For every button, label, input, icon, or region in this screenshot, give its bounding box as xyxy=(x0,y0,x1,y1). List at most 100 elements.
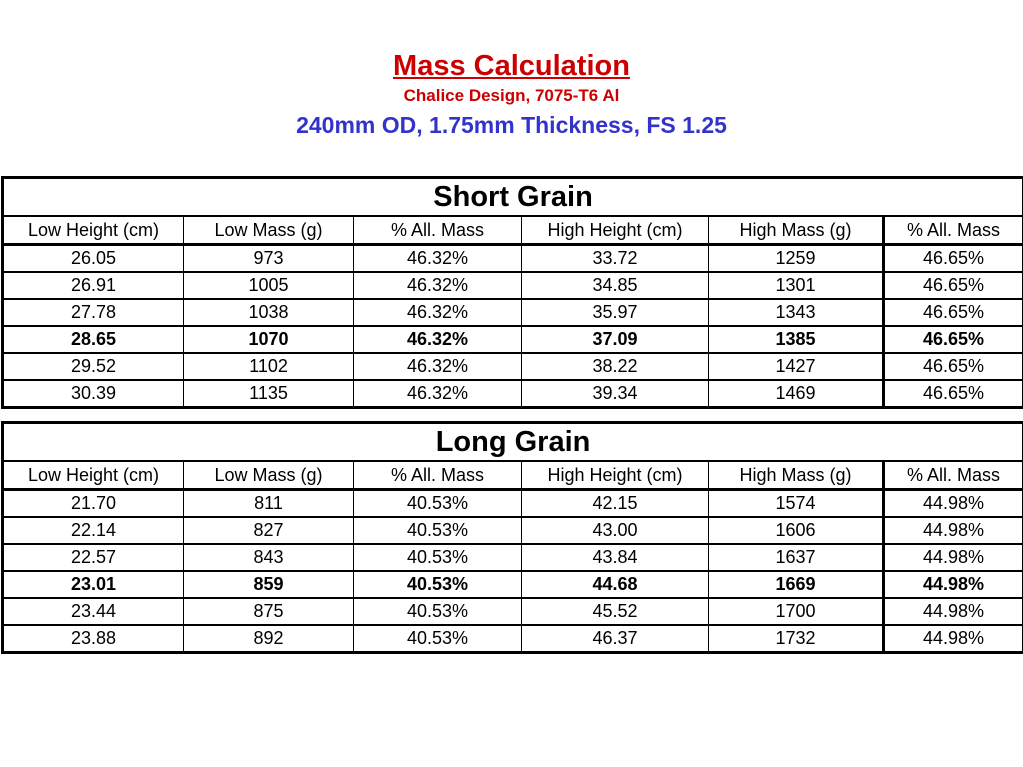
cell-low-height: 28.65 xyxy=(2,326,184,354)
cell-low-height: 26.91 xyxy=(2,272,184,300)
cell-high-mass: 1732 xyxy=(708,625,885,653)
table-row: 26.91 1005 46.32% 34.85 1301 46.65% xyxy=(2,272,1023,300)
cell-high-pct: 46.65% xyxy=(883,326,1023,354)
cell-high-height: 38.22 xyxy=(521,353,709,381)
cell-low-pct: 40.53% xyxy=(353,544,522,572)
cell-low-pct: 46.32% xyxy=(353,299,522,327)
cell-high-pct: 44.98% xyxy=(883,517,1023,545)
table-row: 27.78 1038 46.32% 35.97 1343 46.65% xyxy=(2,299,1023,327)
table-row: 23.88 892 40.53% 46.37 1732 44.98% xyxy=(2,625,1023,653)
cell-high-mass: 1301 xyxy=(708,272,885,300)
table-row: 23.44 875 40.53% 45.52 1700 44.98% xyxy=(2,598,1023,626)
cell-high-height: 43.84 xyxy=(521,544,709,572)
cell-low-height: 23.44 xyxy=(2,598,184,626)
table-row-highlighted: 28.65 1070 46.32% 37.09 1385 46.65% xyxy=(2,326,1023,354)
cell-high-pct: 46.65% xyxy=(883,244,1023,273)
col-header-high-mass: High Mass (g) xyxy=(708,461,885,491)
cell-high-pct: 46.65% xyxy=(883,353,1023,381)
cell-low-mass: 973 xyxy=(183,244,354,273)
cell-low-pct: 40.53% xyxy=(353,571,522,599)
cell-high-height: 46.37 xyxy=(521,625,709,653)
cell-low-height: 26.05 xyxy=(2,244,184,273)
cell-low-pct: 46.32% xyxy=(353,272,522,300)
header-row: Low Height (cm) Low Mass (g) % All. Mass… xyxy=(2,461,1023,491)
cell-low-height: 23.01 xyxy=(2,571,184,599)
cell-low-mass: 811 xyxy=(183,489,354,518)
cell-high-height: 35.97 xyxy=(521,299,709,327)
table-row: 30.39 1135 46.32% 39.34 1469 46.65% xyxy=(2,380,1023,408)
cell-high-mass: 1606 xyxy=(708,517,885,545)
col-header-low-height: Low Height (cm) xyxy=(2,216,184,246)
table-row-highlighted: 23.01 859 40.53% 44.68 1669 44.98% xyxy=(2,571,1023,599)
table-row: 26.05 973 46.32% 33.72 1259 46.65% xyxy=(2,244,1023,273)
cell-high-mass: 1469 xyxy=(708,380,885,408)
cell-high-pct: 46.65% xyxy=(883,272,1023,300)
table-row: 22.14 827 40.53% 43.00 1606 44.98% xyxy=(2,517,1023,545)
cell-low-mass: 859 xyxy=(183,571,354,599)
cell-high-height: 34.85 xyxy=(521,272,709,300)
cell-low-pct: 40.53% xyxy=(353,489,522,518)
cell-low-mass: 1135 xyxy=(183,380,354,408)
cell-high-mass: 1343 xyxy=(708,299,885,327)
cell-low-height: 30.39 xyxy=(2,380,184,408)
cell-low-pct: 46.32% xyxy=(353,244,522,273)
short-grain-table: Short Grain Low Height (cm) Low Mass (g)… xyxy=(1,176,1023,409)
cell-low-height: 21.70 xyxy=(2,489,184,518)
col-header-low-mass: Low Mass (g) xyxy=(183,461,354,491)
cell-high-mass: 1574 xyxy=(708,489,885,518)
cell-low-mass: 843 xyxy=(183,544,354,572)
cell-low-height: 23.88 xyxy=(2,625,184,653)
cell-high-mass: 1669 xyxy=(708,571,885,599)
cell-low-height: 22.57 xyxy=(2,544,184,572)
table-title: Short Grain xyxy=(2,177,1023,217)
table-title: Long Grain xyxy=(2,422,1023,462)
cell-low-height: 27.78 xyxy=(2,299,184,327)
cell-low-pct: 46.32% xyxy=(353,353,522,381)
cell-high-height: 44.68 xyxy=(521,571,709,599)
cell-high-pct: 44.98% xyxy=(883,571,1023,599)
cell-low-mass: 875 xyxy=(183,598,354,626)
cell-low-mass: 892 xyxy=(183,625,354,653)
cell-low-pct: 40.53% xyxy=(353,517,522,545)
cell-high-pct: 46.65% xyxy=(883,299,1023,327)
col-header-high-pct: % All. Mass xyxy=(883,216,1023,246)
cell-high-mass: 1385 xyxy=(708,326,885,354)
cell-low-pct: 40.53% xyxy=(353,625,522,653)
cell-low-mass: 1102 xyxy=(183,353,354,381)
col-header-low-pct: % All. Mass xyxy=(353,461,522,491)
cell-low-height: 29.52 xyxy=(2,353,184,381)
cell-low-pct: 46.32% xyxy=(353,326,522,354)
table-row: 21.70 811 40.53% 42.15 1574 44.98% xyxy=(2,489,1023,518)
cell-high-mass: 1427 xyxy=(708,353,885,381)
table-row: 29.52 1102 46.32% 38.22 1427 46.65% xyxy=(2,353,1023,381)
cell-high-height: 37.09 xyxy=(521,326,709,354)
cell-high-height: 39.34 xyxy=(521,380,709,408)
col-header-high-height: High Height (cm) xyxy=(521,461,709,491)
col-header-low-mass: Low Mass (g) xyxy=(183,216,354,246)
design-spec: 240mm OD, 1.75mm Thickness, FS 1.25 xyxy=(296,112,727,138)
cell-low-mass: 1038 xyxy=(183,299,354,327)
col-header-high-height: High Height (cm) xyxy=(521,216,709,246)
col-header-high-mass: High Mass (g) xyxy=(708,216,885,246)
table-row: 22.57 843 40.53% 43.84 1637 44.98% xyxy=(2,544,1023,572)
cell-high-height: 43.00 xyxy=(521,517,709,545)
cell-low-mass: 1005 xyxy=(183,272,354,300)
cell-high-mass: 1259 xyxy=(708,244,885,273)
cell-low-pct: 46.32% xyxy=(353,380,522,408)
long-grain-table: Long Grain Low Height (cm) Low Mass (g) … xyxy=(1,421,1023,654)
col-header-low-pct: % All. Mass xyxy=(353,216,522,246)
cell-high-mass: 1637 xyxy=(708,544,885,572)
cell-low-mass: 1070 xyxy=(183,326,354,354)
cell-high-mass: 1700 xyxy=(708,598,885,626)
cell-high-pct: 46.65% xyxy=(922,383,985,403)
cell-low-mass: 827 xyxy=(183,517,354,545)
cell-high-height: 42.15 xyxy=(521,489,709,518)
page-title: Mass Calculation xyxy=(393,50,630,82)
col-header-low-height: Low Height (cm) xyxy=(2,461,184,491)
cell-high-pct: 44.98% xyxy=(883,598,1023,626)
cell-low-height: 22.14 xyxy=(2,517,184,545)
col-header-high-pct: % All. Mass xyxy=(883,461,1023,491)
cell-high-pct: 44.98% xyxy=(883,544,1023,572)
cell-high-pct: 44.98% xyxy=(883,489,1023,518)
cell-high-pct: 44.98% xyxy=(923,628,985,648)
